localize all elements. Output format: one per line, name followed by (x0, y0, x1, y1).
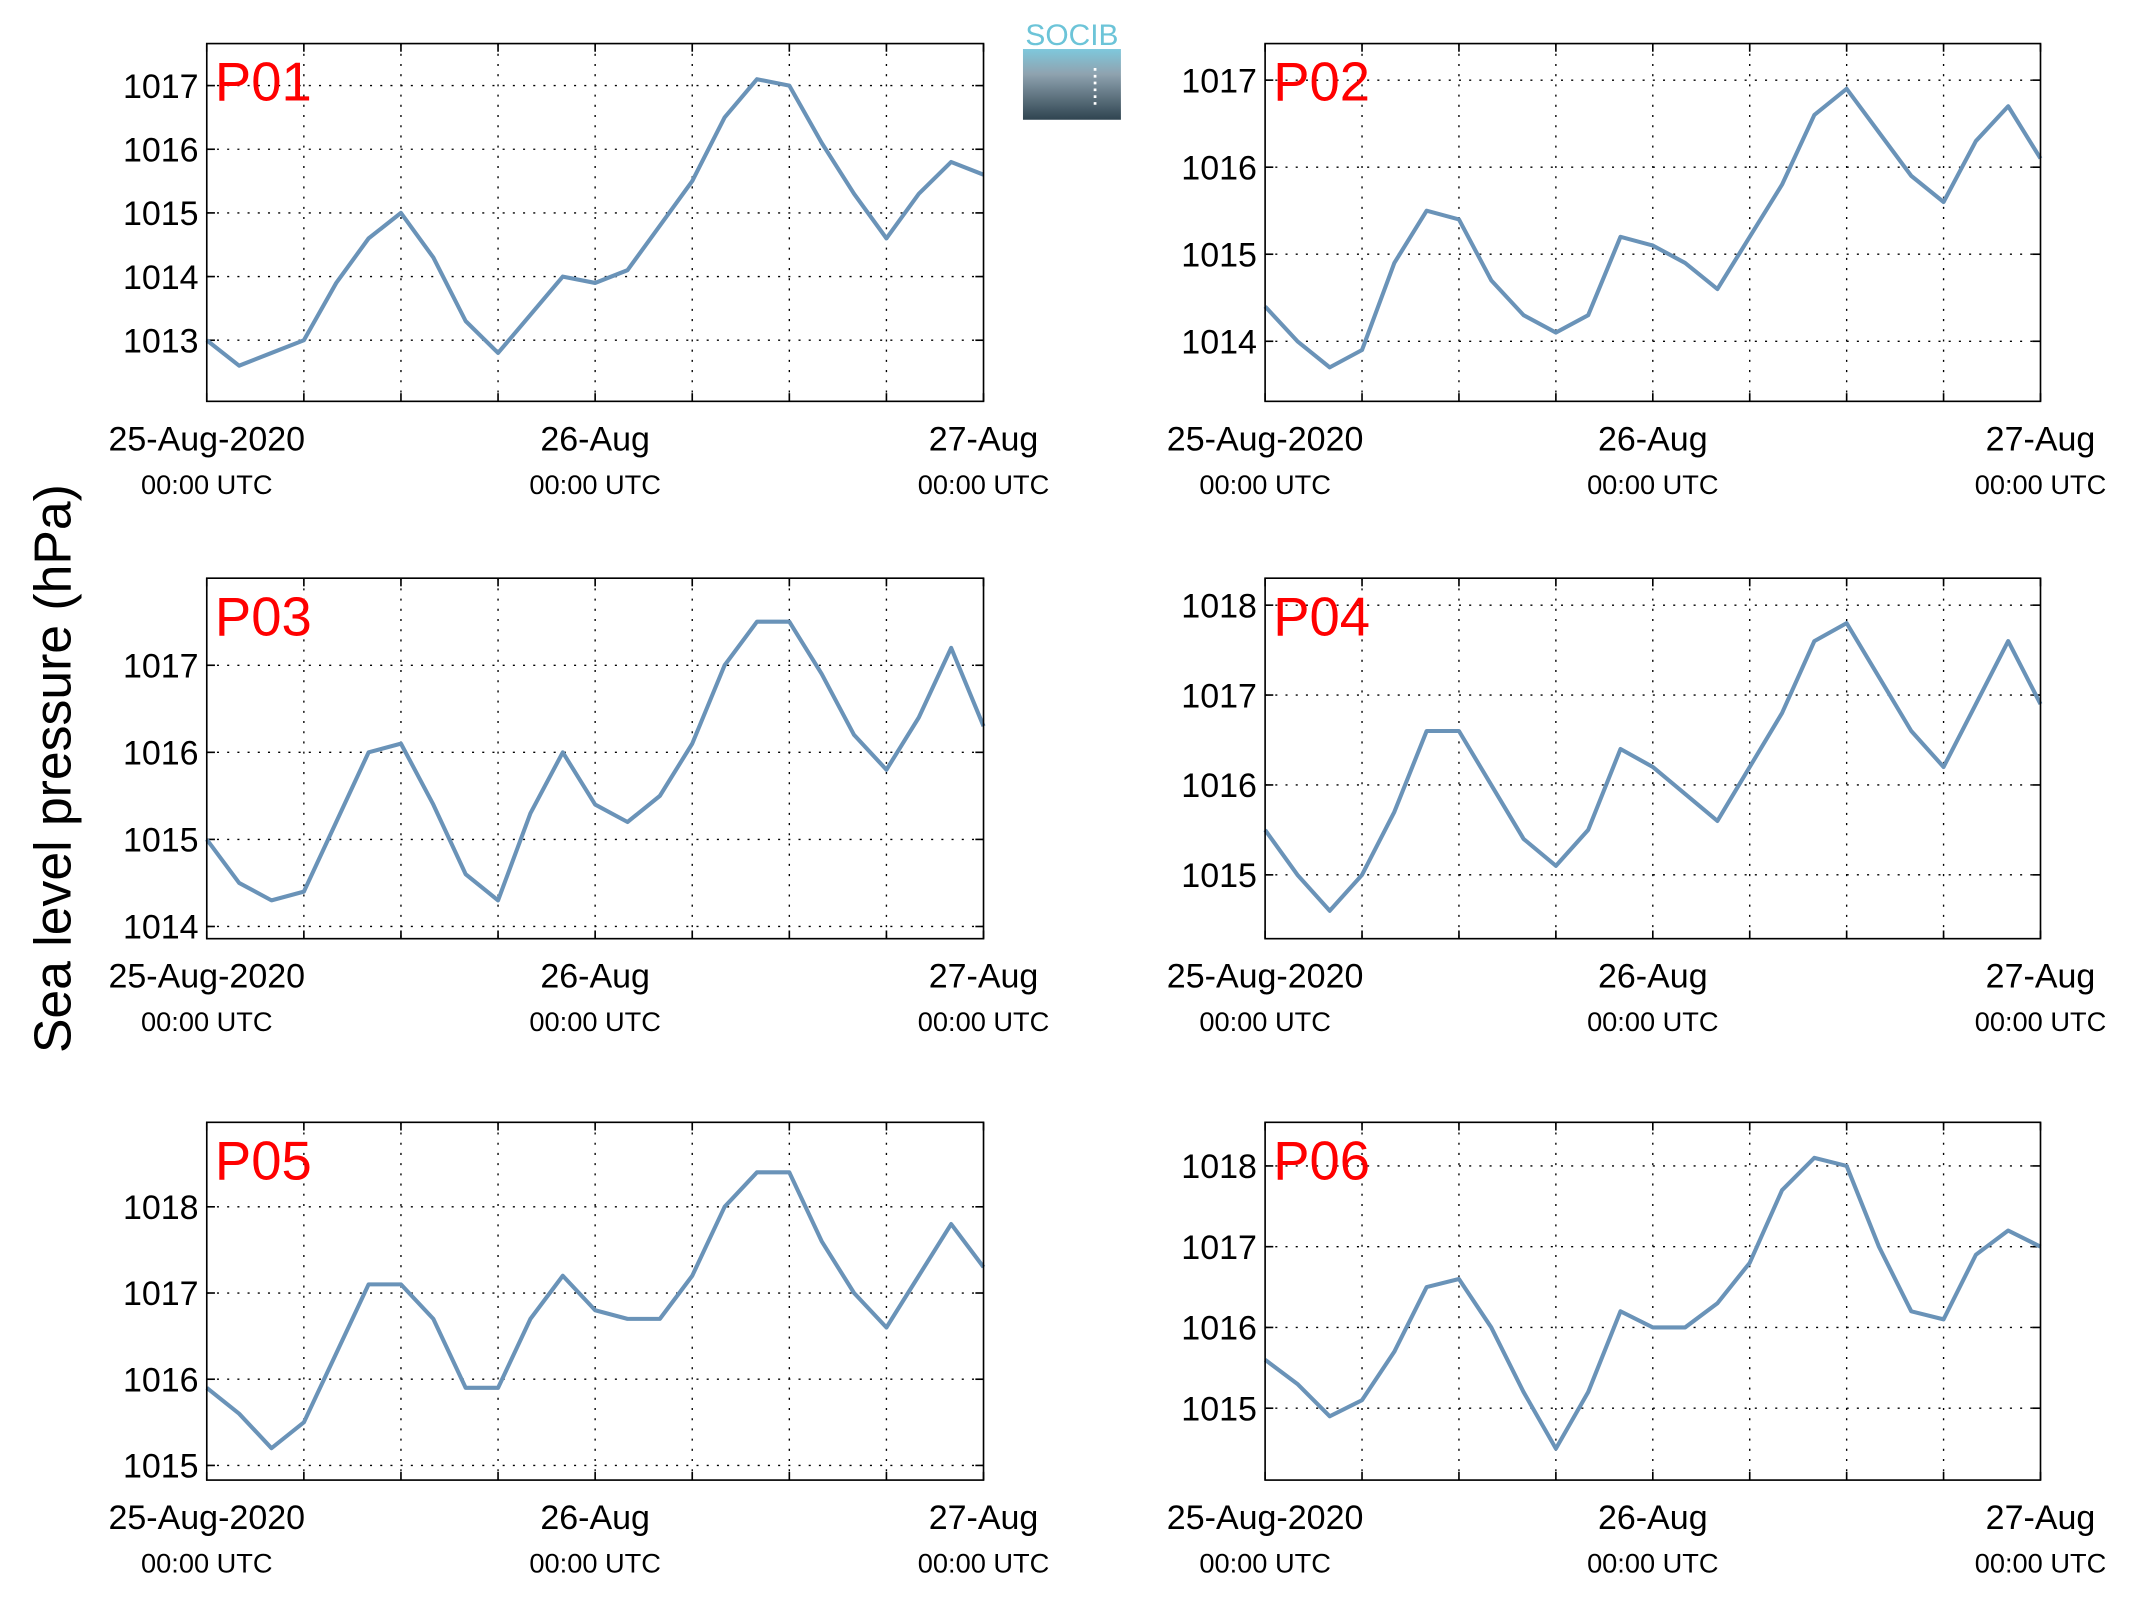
data-line (205, 1170, 986, 1451)
y-tick-label: 1018 (1181, 587, 1257, 625)
y-tick-label: 1014 (123, 259, 199, 297)
data-line (1263, 86, 2043, 370)
chart-title: P06 (1273, 1130, 1370, 1191)
chart-title: P02 (1273, 52, 1370, 113)
x-tick-label: 26-Aug (540, 420, 650, 458)
x-tick-sublabel: 00:00 UTC (529, 1548, 660, 1579)
x-tick-label: 26-Aug (1598, 420, 1708, 458)
x-tick-sublabel: 00:00 UTC (918, 1006, 1049, 1037)
x-tick-sublabel: 00:00 UTC (1975, 469, 2106, 500)
x-tick-sublabel: 00:00 UTC (1199, 1006, 1330, 1037)
x-tick-label: 26-Aug (540, 1499, 650, 1537)
y-tick-label: 1014 (1181, 324, 1257, 362)
x-tick-label: 26-Aug (1598, 958, 1708, 996)
chart-title: P03 (215, 586, 312, 647)
y-tick-label: 1015 (1181, 1390, 1257, 1428)
x-tick-sublabel: 00:00 UTC (918, 1548, 1049, 1579)
y-tick-label: 1016 (123, 131, 199, 169)
x-tick-label: 27-Aug (929, 420, 1039, 458)
x-tick-label: 25-Aug-2020 (1167, 1499, 1364, 1537)
data-line (1263, 1155, 2042, 1451)
y-tick-label: 1015 (1181, 236, 1257, 274)
x-tick-label: 27-Aug (929, 958, 1039, 996)
y-tick-label: 1015 (123, 1448, 199, 1486)
y-tick-label: 1015 (123, 822, 199, 860)
x-tick-label: 27-Aug (1986, 1499, 2096, 1537)
plot-frame (1264, 577, 2042, 940)
x-tick-label: 25-Aug-2020 (1167, 420, 1364, 458)
y-tick-label: 1017 (123, 68, 199, 106)
plot-frame (205, 577, 985, 940)
y-tick-label: 1015 (123, 195, 199, 233)
x-tick-sublabel: 00:00 UTC (918, 469, 1049, 500)
chart-title: P01 (215, 52, 312, 113)
y-tick-label: 1013 (123, 322, 199, 360)
y-tick-label: 1016 (1181, 1310, 1257, 1348)
y-axis-label: Sea level pressure (hPa) (24, 484, 82, 1053)
y-tick-label: 1018 (123, 1189, 199, 1227)
logo: SOCIB (1022, 19, 1121, 120)
x-tick-sublabel: 00:00 UTC (141, 1006, 272, 1037)
y-tick-label: 1016 (123, 735, 199, 773)
logo-box (1022, 49, 1121, 120)
x-tick-label: 26-Aug (1598, 1499, 1708, 1537)
x-tick-label: 26-Aug (540, 958, 650, 996)
x-tick-sublabel: 00:00 UTC (529, 1006, 660, 1037)
x-tick-label: 25-Aug-2020 (108, 958, 305, 996)
y-tick-label: 1018 (1181, 1148, 1257, 1186)
data-line (205, 619, 986, 903)
x-tick-sublabel: 00:00 UTC (1975, 1548, 2106, 1579)
data-line (1263, 621, 2043, 913)
x-tick-sublabel: 00:00 UTC (141, 1548, 272, 1579)
y-tick-label: 1017 (1181, 62, 1257, 100)
x-tick-sublabel: 00:00 UTC (1199, 1548, 1330, 1579)
plot-frame (1264, 1121, 2042, 1481)
x-tick-sublabel: 00:00 UTC (141, 469, 272, 500)
y-tick-label: 1017 (1181, 1229, 1257, 1267)
y-tick-label: 1017 (123, 648, 199, 686)
y-tick-label: 1014 (123, 909, 199, 947)
y-tick-label: 1016 (123, 1361, 199, 1399)
chart-title: P04 (1273, 586, 1370, 647)
x-tick-sublabel: 00:00 UTC (1975, 1006, 2106, 1037)
x-tick-label: 27-Aug (1986, 420, 2096, 458)
x-tick-sublabel: 00:00 UTC (529, 469, 660, 500)
logo-text: SOCIB (1025, 19, 1118, 52)
plot-frame (1264, 42, 2042, 403)
x-tick-sublabel: 00:00 UTC (1587, 469, 1718, 500)
chart-title: P05 (215, 1130, 312, 1191)
plot-frame (205, 1121, 985, 1481)
x-tick-sublabel: 00:00 UTC (1587, 1006, 1718, 1037)
x-tick-sublabel: 00:00 UTC (1199, 469, 1330, 500)
y-tick-label: 1017 (1181, 677, 1257, 715)
y-tick-label: 1017 (123, 1275, 199, 1313)
x-tick-label: 25-Aug-2020 (1167, 958, 1364, 996)
x-tick-label: 25-Aug-2020 (108, 1499, 305, 1537)
x-tick-sublabel: 00:00 UTC (1587, 1548, 1718, 1579)
data-line (205, 77, 985, 368)
plot-frame (205, 42, 985, 403)
x-tick-label: 25-Aug-2020 (108, 420, 305, 458)
y-tick-label: 1016 (1181, 767, 1257, 805)
y-tick-label: 1015 (1181, 857, 1257, 895)
y-tick-label: 1016 (1181, 149, 1257, 187)
x-tick-label: 27-Aug (929, 1499, 1039, 1537)
x-tick-label: 27-Aug (1986, 958, 2096, 996)
